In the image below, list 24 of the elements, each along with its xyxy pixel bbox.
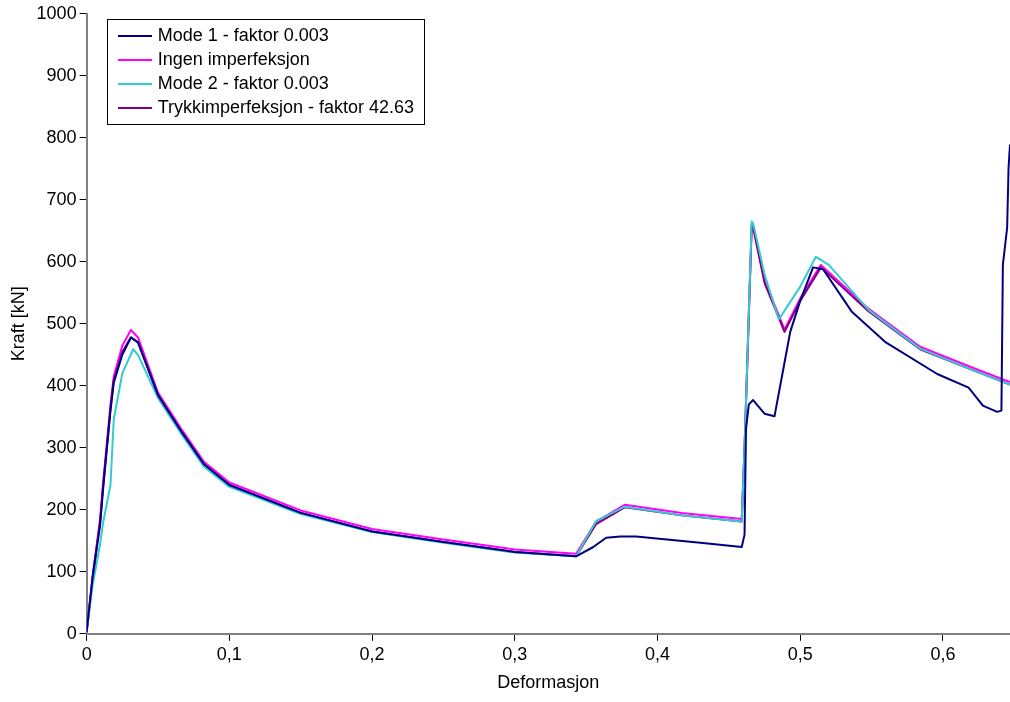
y-tick-label: 300: [46, 436, 77, 457]
x-tick-label: 0,3: [502, 643, 528, 664]
y-tick-label: 400: [46, 374, 77, 395]
x-tick-label: 0,4: [644, 643, 671, 664]
x-tick-label: 0,6: [930, 643, 956, 664]
x-tick-label: 0,2: [359, 643, 385, 664]
y-tick-label: 600: [46, 250, 77, 271]
y-tick-label: 1000: [36, 2, 77, 23]
y-tick-label: 500: [46, 312, 77, 333]
y-tick-label: 900: [46, 64, 77, 85]
y-axis-title: Kraft [kN]: [7, 286, 28, 362]
x-axis-title: Deformasjon: [497, 672, 600, 693]
legend-label: Mode 1 - faktor 0.003: [157, 25, 329, 47]
y-tick-label: 700: [46, 188, 77, 209]
legend-label: Mode 2 - faktor 0.003: [157, 73, 329, 95]
x-tick-label: 0,1: [216, 643, 242, 664]
y-tick-label: 100: [46, 560, 77, 581]
y-tick-label: 0: [66, 622, 77, 643]
y-tick-label: 200: [46, 498, 77, 519]
x-tick-label: 0,5: [787, 643, 813, 664]
y-tick-label: 800: [46, 126, 77, 147]
legend-label: Ingen imperfeksjon: [157, 49, 310, 71]
x-tick-label: 0: [81, 643, 92, 664]
legend-label: Trykkimperfeksjon - faktor 42.63: [157, 97, 415, 119]
